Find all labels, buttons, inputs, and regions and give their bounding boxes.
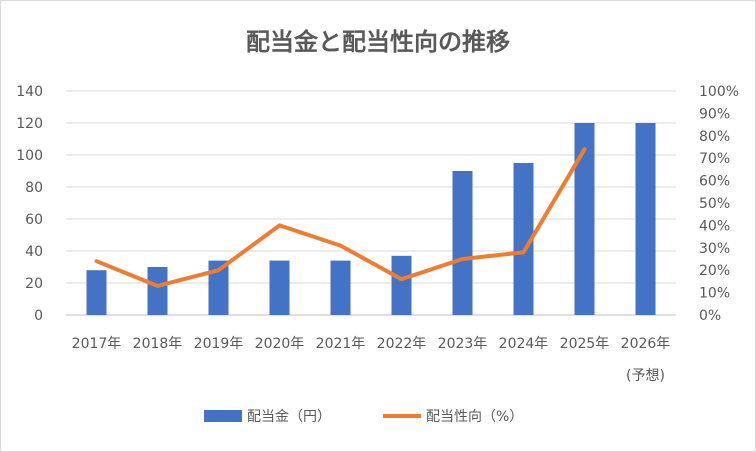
y-right-tick-label: 60%	[699, 174, 730, 190]
x-tick-label: 2020年	[255, 336, 305, 352]
bar	[391, 255, 412, 315]
bar	[86, 270, 107, 315]
y-left-tick-label: 140	[16, 84, 43, 100]
x-tick-label: 2017年	[72, 336, 122, 352]
chart-title: 配当金と配当性向の推移	[246, 28, 510, 56]
y-right-tick-label: 40%	[699, 218, 730, 234]
x-tick-label: 2026年	[621, 336, 671, 352]
bar	[147, 267, 168, 315]
y-left-tick-label: 100	[16, 148, 43, 164]
y-left-tick-label: 20	[25, 276, 43, 292]
x-axis: 2017年 2018年 2019年 2020年 2021年 2022年 2023年 2024年…	[72, 336, 671, 384]
x-tick-sublabel: (予想)	[626, 368, 665, 384]
y-right-tick-label: 50%	[699, 196, 730, 212]
bar	[330, 260, 351, 315]
x-tick-label: 2021年	[316, 336, 366, 352]
y-right-tick-label: 70%	[699, 151, 730, 167]
x-tick-label: 2018年	[133, 336, 183, 352]
bar	[452, 171, 473, 315]
y-axis-left: 0 20 40 60 80 100 120 140	[16, 84, 43, 324]
x-tick-label: 2019年	[194, 336, 244, 352]
y-right-tick-label: 80%	[699, 129, 730, 145]
legend-bar-label: 配当金（円）	[247, 409, 331, 425]
bar	[513, 163, 534, 315]
line-path	[94, 147, 587, 288]
bar	[635, 123, 656, 315]
y-left-tick-label: 40	[25, 244, 43, 260]
legend: 配当金（円） 配当性向（%）	[204, 409, 523, 425]
y-right-tick-label: 10%	[699, 286, 730, 302]
y-axis-right: 0% 10% 20% 30% 40% 50% 60% 70% 80% 90% 100%	[699, 84, 739, 324]
bar	[269, 260, 290, 315]
y-right-tick-label: 20%	[699, 263, 730, 279]
bar	[208, 260, 229, 315]
y-right-tick-label: 100%	[699, 84, 739, 100]
x-tick-label: 2024年	[499, 336, 549, 352]
y-left-tick-label: 120	[16, 116, 43, 132]
y-right-tick-label: 90%	[699, 106, 730, 122]
y-right-tick-label: 30%	[699, 241, 730, 257]
x-tick-label: 2025年	[560, 336, 610, 352]
x-tick-label: 2023年	[438, 336, 488, 352]
legend-line-label: 配当性向（%）	[426, 409, 523, 425]
y-left-tick-label: 0	[34, 308, 43, 324]
bar	[574, 123, 595, 315]
y-left-tick-label: 60	[25, 212, 43, 228]
bar-series	[86, 123, 656, 315]
legend-bar-swatch	[204, 410, 242, 422]
x-tick-label: 2022年	[377, 336, 427, 352]
line-series	[94, 147, 587, 288]
y-right-tick-label: 0%	[699, 308, 721, 324]
y-left-tick-label: 80	[25, 180, 43, 196]
